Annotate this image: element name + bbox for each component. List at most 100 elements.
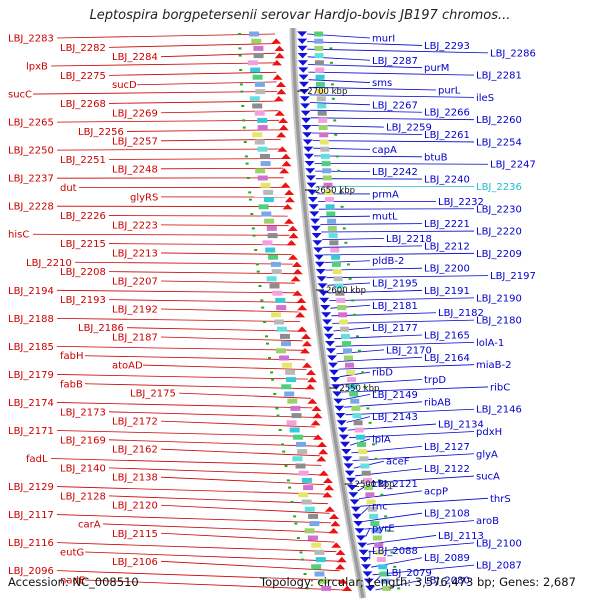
right-gene-label[interactable]: ribAB bbox=[424, 397, 451, 408]
gene-labels[interactable]: LBJ_2283 LBJ_2282 LBJ_2284 lpxB LBJ_2275 sucD… bbox=[8, 34, 536, 587]
left-gene-label[interactable]: LBJ_2185 bbox=[8, 342, 54, 353]
left-gene-label[interactable]: fabB bbox=[60, 379, 83, 390]
right-gene-label[interactable]: LBJ_2266 bbox=[424, 108, 470, 119]
left-gene-label[interactable]: LBJ_2208 bbox=[60, 267, 106, 278]
right-gene-label[interactable]: trpD bbox=[424, 375, 446, 386]
right-gene-label[interactable]: pyrE bbox=[372, 524, 395, 535]
left-gene-label[interactable]: LBJ_2116 bbox=[8, 538, 54, 549]
right-gene-label[interactable]: LBJ_2230 bbox=[476, 204, 522, 215]
right-gene-label[interactable]: LBJ_2122 bbox=[424, 464, 470, 475]
right-gene-label[interactable]: ileS bbox=[476, 93, 494, 104]
left-gene-label[interactable]: LBJ_2115 bbox=[112, 529, 158, 540]
right-gene-label[interactable]: glyA bbox=[476, 449, 498, 460]
right-gene-label[interactable]: LBJ_2180 bbox=[476, 316, 522, 327]
left-gene-label[interactable]: LBJ_2282 bbox=[60, 43, 106, 54]
right-gene-label[interactable]: LBJ_2108 bbox=[424, 509, 470, 520]
right-gene-label[interactable]: LBJ_2089 bbox=[424, 553, 470, 564]
left-gene-label[interactable]: LBJ_2226 bbox=[60, 211, 106, 222]
right-gene-label[interactable]: LBJ_2127 bbox=[424, 442, 470, 453]
left-gene-label[interactable]: lpxB bbox=[26, 62, 48, 73]
left-gene-label[interactable]: LBJ_2213 bbox=[112, 248, 158, 259]
right-gene-label[interactable]: LBJ_2182 bbox=[438, 308, 484, 319]
right-gene-label[interactable]: LBJ_2212 bbox=[424, 241, 470, 252]
right-gene-label[interactable]: pdxH bbox=[476, 427, 502, 438]
left-gene-label[interactable]: LBJ_2248 bbox=[112, 164, 158, 175]
left-gene-label[interactable]: LBJ_2171 bbox=[8, 426, 54, 437]
right-gene-label[interactable]: LBJ_2197 bbox=[490, 271, 536, 282]
left-gene-label[interactable]: LBJ_2250 bbox=[8, 146, 54, 157]
left-gene-label[interactable]: LBJ_2251 bbox=[60, 155, 106, 166]
right-gene-label[interactable]: LBJ_2242 bbox=[372, 167, 418, 178]
right-gene-label[interactable]: LBJ_2100 bbox=[476, 538, 522, 549]
right-gene-label[interactable]: lolA-1 bbox=[476, 338, 504, 349]
right-gene-label[interactable]: LBJ_2143 bbox=[372, 412, 418, 423]
right-gene-label[interactable]: lplA bbox=[372, 434, 391, 445]
right-gene-label[interactable]: LBJ_2200 bbox=[424, 264, 470, 275]
right-gene-label[interactable]: rnc bbox=[372, 501, 388, 512]
right-gene-label[interactable]: LBJ_2254 bbox=[476, 137, 522, 148]
left-gene-label[interactable]: LBJ_2223 bbox=[112, 220, 158, 231]
left-gene-label[interactable]: LBJ_2179 bbox=[8, 370, 54, 381]
right-gene-label[interactable]: LBJ_2209 bbox=[476, 249, 522, 260]
left-gene-label[interactable]: LBJ_2117 bbox=[8, 510, 54, 521]
left-gene-label[interactable]: LBJ_2174 bbox=[8, 398, 54, 409]
right-gene-label[interactable]: LBJ_2218 bbox=[386, 234, 432, 245]
right-gene-label[interactable]: purL bbox=[438, 85, 461, 96]
left-gene-label[interactable]: LBJ_2210 bbox=[26, 258, 72, 269]
left-gene-label[interactable]: carA bbox=[78, 519, 101, 530]
left-gene-label[interactable]: LBJ_2256 bbox=[78, 127, 124, 138]
right-gene-label[interactable]: LBJ_2240 bbox=[424, 175, 470, 186]
left-gene-label[interactable]: LBJ_2140 bbox=[60, 463, 106, 474]
right-gene-label[interactable]: LBJ_2170 bbox=[386, 345, 432, 356]
left-gene-label[interactable]: sucC bbox=[8, 90, 32, 101]
right-gene-label[interactable]: LBJ_2232 bbox=[438, 197, 484, 208]
right-gene-label[interactable]: LBJ_2236 bbox=[476, 182, 522, 193]
right-gene-label[interactable]: sms bbox=[372, 78, 392, 89]
right-gene-label[interactable]: pldB-2 bbox=[372, 256, 404, 267]
right-gene-label[interactable]: LBJ_2079 bbox=[386, 568, 432, 579]
right-gene-label[interactable]: miaB-2 bbox=[476, 360, 511, 371]
right-gene-label[interactable]: LBJ_2220 bbox=[476, 227, 522, 238]
right-gene-label[interactable]: LBJ_2088 bbox=[372, 546, 418, 557]
left-gene-label[interactable]: LBJ_2194 bbox=[8, 286, 54, 297]
right-gene-label[interactable]: LBJ_2190 bbox=[476, 293, 522, 304]
right-gene-label[interactable]: LBJ_2149 bbox=[372, 390, 418, 401]
left-gene-label[interactable]: LBJ_2284 bbox=[112, 52, 158, 63]
left-gene-label[interactable]: LBJ_2187 bbox=[112, 333, 158, 344]
right-gene-label[interactable]: LBJ_2087 bbox=[476, 561, 522, 572]
right-gene-label[interactable]: LBJ_2191 bbox=[424, 286, 470, 297]
left-gene-label[interactable]: atoAD bbox=[112, 361, 143, 372]
left-gene-label[interactable]: LBJ_2173 bbox=[60, 407, 106, 418]
left-gene-label[interactable]: LBJ_2172 bbox=[112, 417, 158, 428]
left-gene-label[interactable]: dut bbox=[60, 183, 77, 194]
left-gene-label[interactable]: LBJ_2268 bbox=[60, 99, 106, 110]
left-gene-label[interactable]: LBJ_2138 bbox=[112, 473, 158, 484]
right-gene-label[interactable]: murI bbox=[372, 34, 395, 45]
right-gene-label[interactable]: LBJ_2267 bbox=[372, 100, 418, 111]
right-gene-label[interactable]: aceF bbox=[386, 457, 410, 468]
right-gene-label[interactable]: purM bbox=[424, 63, 449, 74]
left-gene-label[interactable]: hisC bbox=[8, 230, 29, 241]
right-gene-label[interactable]: LBJ_2146 bbox=[476, 405, 522, 416]
left-gene-label[interactable]: LBJ_2186 bbox=[78, 323, 124, 334]
right-gene-label[interactable]: LBJ_2181 bbox=[372, 301, 418, 312]
left-gene-label[interactable]: LBJ_2128 bbox=[60, 491, 106, 502]
right-gene-label[interactable]: LBJ_2195 bbox=[372, 279, 418, 290]
right-gene-label[interactable]: LBJ_2247 bbox=[490, 160, 536, 171]
left-gene-label[interactable]: nadE bbox=[60, 576, 85, 587]
right-gene-label[interactable]: LBJ_2177 bbox=[372, 323, 418, 334]
right-gene-label[interactable]: LBJ_2134 bbox=[438, 420, 484, 431]
right-gene-label[interactable]: aroB bbox=[476, 516, 499, 527]
left-gene-label[interactable]: LBJ_2257 bbox=[112, 136, 158, 147]
right-gene-label[interactable]: LBJ_2287 bbox=[372, 56, 418, 67]
right-gene-label[interactable]: LBJ_2080 bbox=[424, 576, 470, 587]
right-gene-label[interactable]: btuB bbox=[424, 152, 448, 163]
right-gene-label[interactable]: acpP bbox=[424, 486, 448, 497]
left-gene-label[interactable]: LBJ_2275 bbox=[60, 71, 106, 82]
right-gene-label[interactable]: LBJ_2259 bbox=[386, 123, 432, 134]
right-gene-label[interactable]: ribD bbox=[372, 368, 393, 379]
left-gene-label[interactable]: LBJ_2215 bbox=[60, 239, 106, 250]
left-gene-label[interactable]: LBJ_2269 bbox=[112, 108, 158, 119]
right-gene-label[interactable]: LBJ_2260 bbox=[476, 115, 522, 126]
left-gene-label[interactable]: LBJ_2228 bbox=[8, 202, 54, 213]
